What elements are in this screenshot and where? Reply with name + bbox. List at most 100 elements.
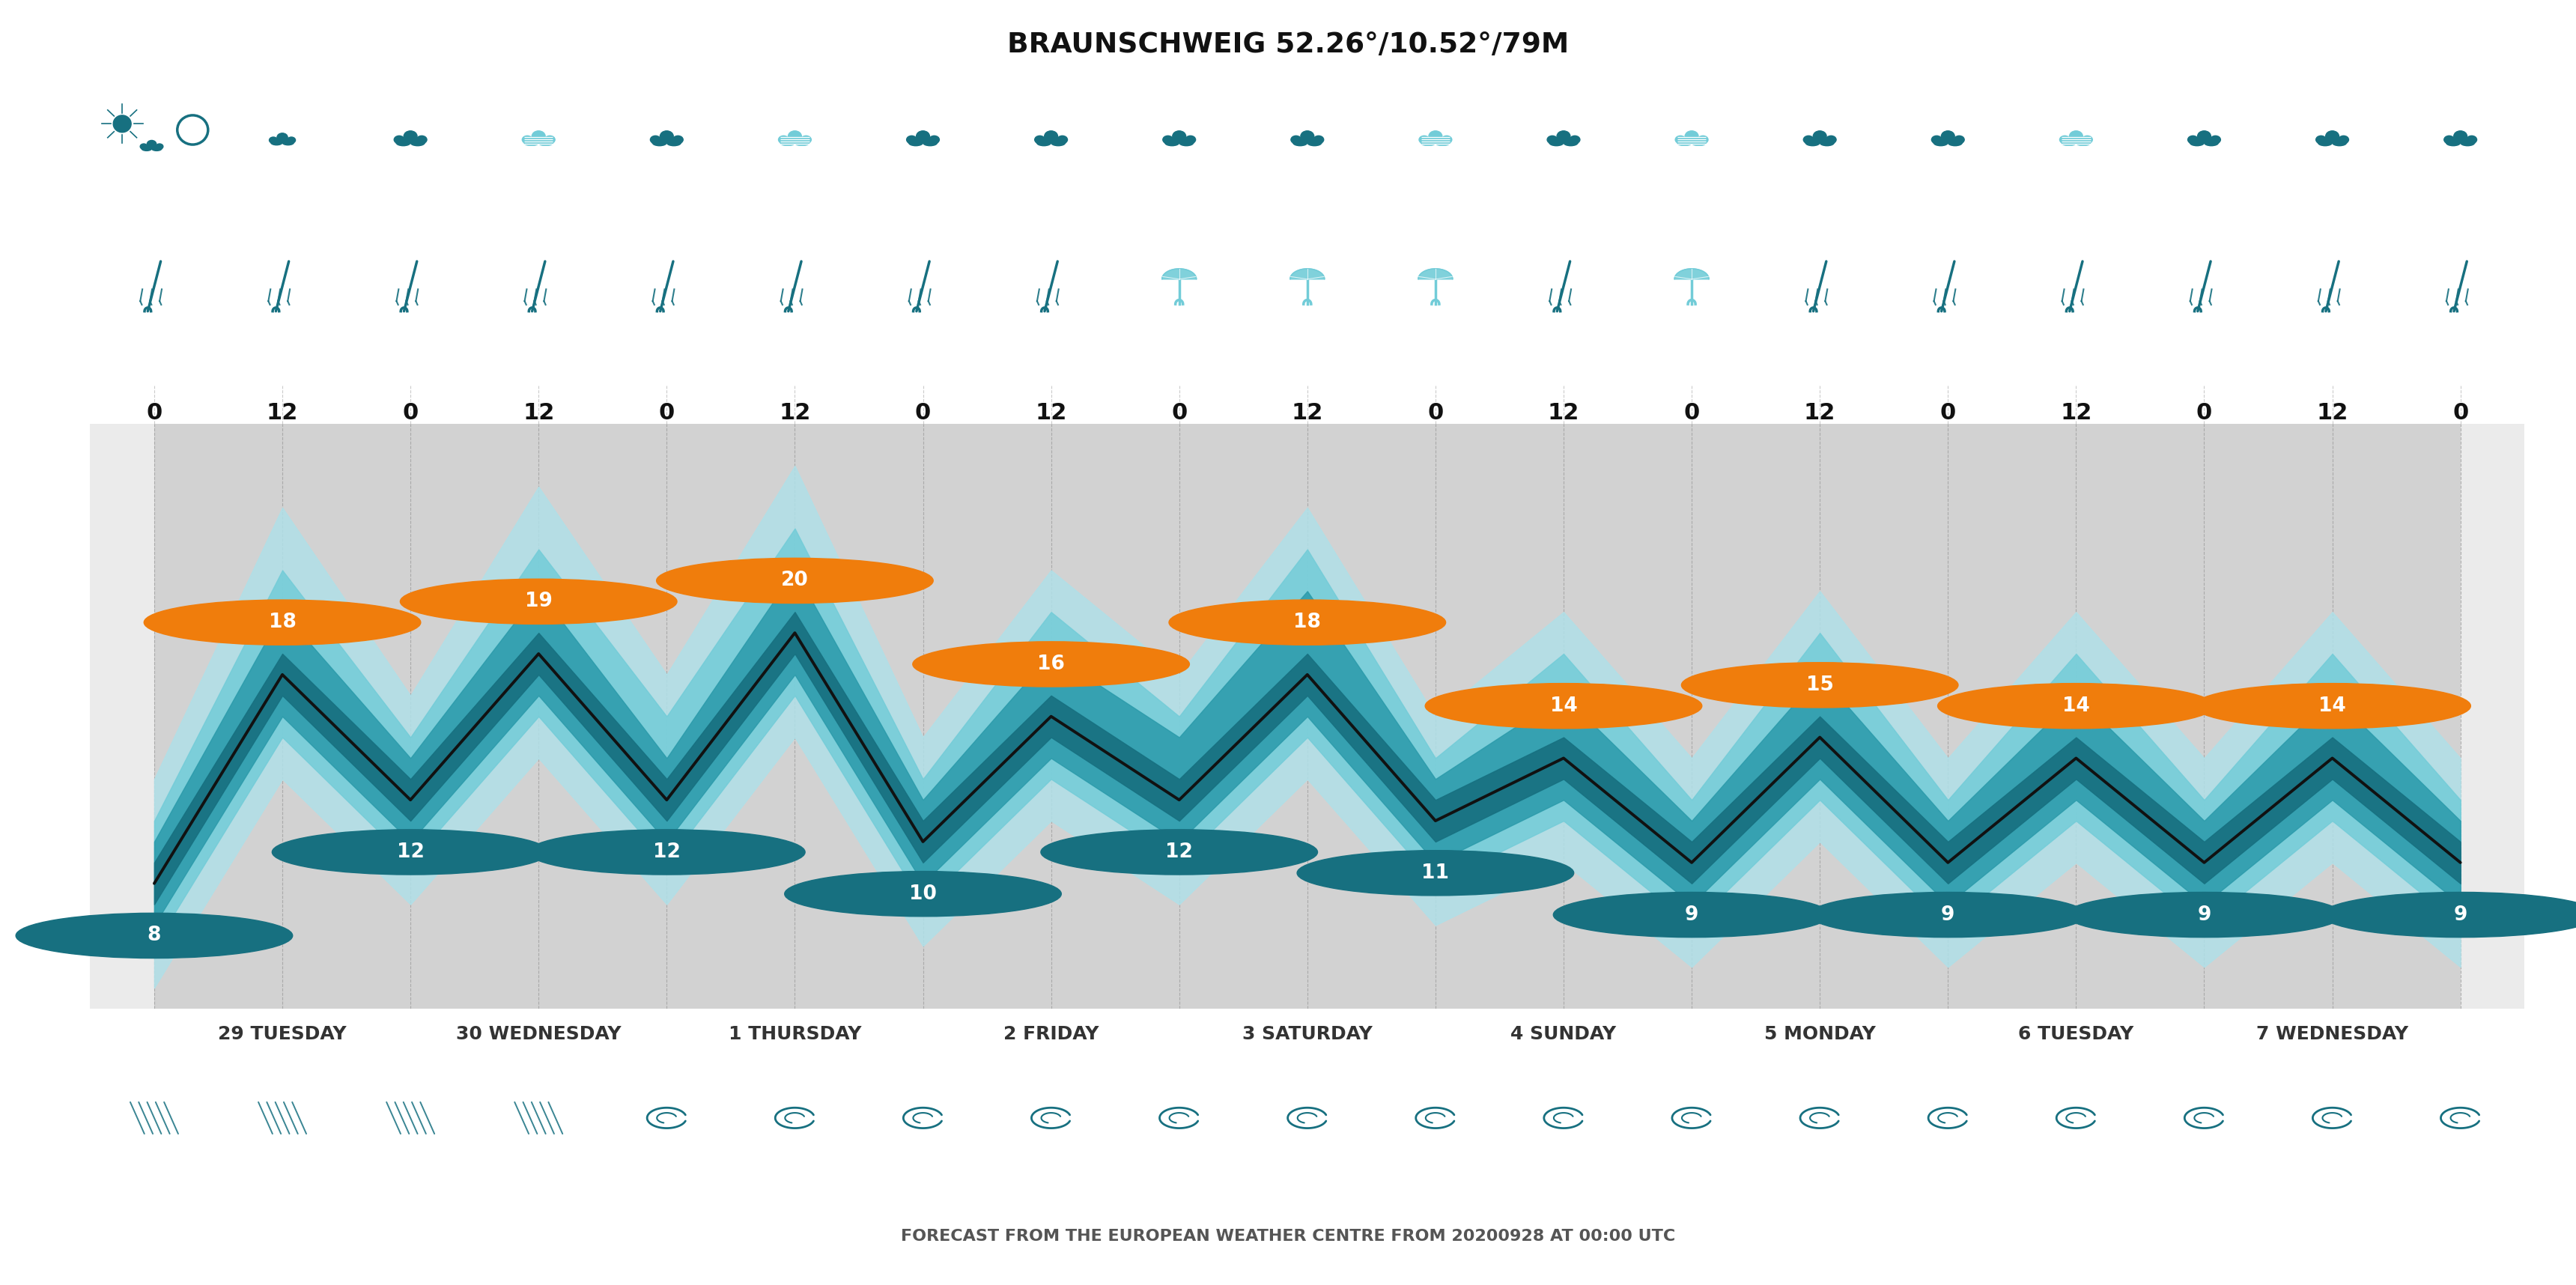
Text: 9: 9 xyxy=(1942,905,1955,924)
Ellipse shape xyxy=(270,140,283,145)
Ellipse shape xyxy=(1942,131,1955,141)
Ellipse shape xyxy=(2339,136,2349,144)
Bar xyxy=(1180,424,1435,1009)
Circle shape xyxy=(1425,684,1703,729)
Text: 12: 12 xyxy=(2061,402,2092,424)
Circle shape xyxy=(1170,600,1445,645)
Ellipse shape xyxy=(1291,136,1301,144)
Text: 9: 9 xyxy=(2452,905,2468,924)
Ellipse shape xyxy=(1677,140,1692,145)
Ellipse shape xyxy=(1548,136,1558,144)
Bar xyxy=(1692,424,1947,1009)
Polygon shape xyxy=(1162,269,1195,279)
Text: 0: 0 xyxy=(402,402,417,424)
Ellipse shape xyxy=(1422,140,1435,145)
Polygon shape xyxy=(1291,269,1324,279)
Ellipse shape xyxy=(1569,136,1579,144)
Text: 7 WEDNESDAY: 7 WEDNESDAY xyxy=(2257,1025,2409,1043)
Ellipse shape xyxy=(1314,136,1324,144)
Ellipse shape xyxy=(1556,131,1571,141)
Ellipse shape xyxy=(157,144,162,149)
Circle shape xyxy=(1041,830,1316,875)
Circle shape xyxy=(113,116,131,132)
Text: 8: 8 xyxy=(147,926,162,946)
Text: 2 FRIDAY: 2 FRIDAY xyxy=(1002,1025,1100,1043)
Circle shape xyxy=(15,914,294,959)
Circle shape xyxy=(1553,892,1829,937)
Ellipse shape xyxy=(142,146,152,150)
Text: 12: 12 xyxy=(652,843,680,862)
Bar xyxy=(2205,424,2460,1009)
Ellipse shape xyxy=(1947,140,1963,145)
Ellipse shape xyxy=(917,131,930,141)
Ellipse shape xyxy=(397,140,410,145)
Text: 12: 12 xyxy=(1291,402,1324,424)
Text: 16: 16 xyxy=(1038,654,1064,673)
Text: 0: 0 xyxy=(659,402,675,424)
Text: 0: 0 xyxy=(2197,402,2213,424)
Circle shape xyxy=(1682,663,1958,708)
Text: 14: 14 xyxy=(2063,696,2089,716)
Circle shape xyxy=(2066,892,2342,937)
Text: 14: 14 xyxy=(2318,696,2347,716)
Text: 3 SATURDAY: 3 SATURDAY xyxy=(1242,1025,1373,1043)
Ellipse shape xyxy=(139,144,147,149)
Ellipse shape xyxy=(1164,140,1180,145)
Bar xyxy=(155,424,410,1009)
Ellipse shape xyxy=(283,140,294,145)
Ellipse shape xyxy=(2190,140,2205,145)
Ellipse shape xyxy=(788,131,801,141)
Ellipse shape xyxy=(544,136,554,144)
Text: 12: 12 xyxy=(2316,402,2349,424)
Ellipse shape xyxy=(652,140,667,145)
Bar xyxy=(410,424,667,1009)
Ellipse shape xyxy=(2326,131,2339,141)
Ellipse shape xyxy=(526,140,538,145)
Circle shape xyxy=(1298,851,1574,896)
Ellipse shape xyxy=(1036,140,1051,145)
Ellipse shape xyxy=(2460,140,2476,145)
Text: 12: 12 xyxy=(523,402,554,424)
Ellipse shape xyxy=(1293,140,1309,145)
Ellipse shape xyxy=(801,136,811,144)
Ellipse shape xyxy=(1056,136,1066,144)
Circle shape xyxy=(2195,684,2470,729)
Ellipse shape xyxy=(1685,131,1698,141)
Ellipse shape xyxy=(2468,136,2476,144)
Circle shape xyxy=(912,641,1190,686)
Ellipse shape xyxy=(2445,136,2455,144)
Text: 18: 18 xyxy=(1293,613,1321,632)
Text: 0: 0 xyxy=(1685,402,1700,424)
Ellipse shape xyxy=(147,140,157,148)
Ellipse shape xyxy=(1172,131,1185,141)
Ellipse shape xyxy=(2069,131,2084,141)
Ellipse shape xyxy=(1955,136,1965,144)
Text: 15: 15 xyxy=(1806,676,1834,695)
Ellipse shape xyxy=(796,140,809,145)
Ellipse shape xyxy=(1043,131,1059,141)
Ellipse shape xyxy=(410,140,425,145)
Ellipse shape xyxy=(2061,140,2076,145)
Text: 12: 12 xyxy=(1548,402,1579,424)
Ellipse shape xyxy=(1698,136,1708,144)
Ellipse shape xyxy=(278,134,289,141)
Ellipse shape xyxy=(1803,136,1814,144)
Text: 9: 9 xyxy=(1685,905,1698,924)
Circle shape xyxy=(1808,892,2087,937)
Text: 9: 9 xyxy=(2197,905,2210,924)
Circle shape xyxy=(657,558,933,603)
Circle shape xyxy=(399,580,677,625)
Ellipse shape xyxy=(930,136,940,144)
Ellipse shape xyxy=(1819,140,1834,145)
Text: BRAUNSCHWEIG 52.26°/10.52°/79M: BRAUNSCHWEIG 52.26°/10.52°/79M xyxy=(1007,32,1569,58)
Text: 0: 0 xyxy=(914,402,930,424)
Text: 11: 11 xyxy=(1422,864,1450,883)
Text: 12: 12 xyxy=(1164,843,1193,862)
Ellipse shape xyxy=(1674,136,1685,144)
Ellipse shape xyxy=(2187,136,2197,144)
Circle shape xyxy=(786,871,1061,916)
Text: FORECAST FROM THE EUROPEAN WEATHER CENTRE FROM 20200928 AT 00:00 UTC: FORECAST FROM THE EUROPEAN WEATHER CENTR… xyxy=(902,1228,1674,1244)
Text: 30 WEDNESDAY: 30 WEDNESDAY xyxy=(456,1025,621,1043)
Ellipse shape xyxy=(1180,140,1193,145)
Ellipse shape xyxy=(523,136,533,144)
